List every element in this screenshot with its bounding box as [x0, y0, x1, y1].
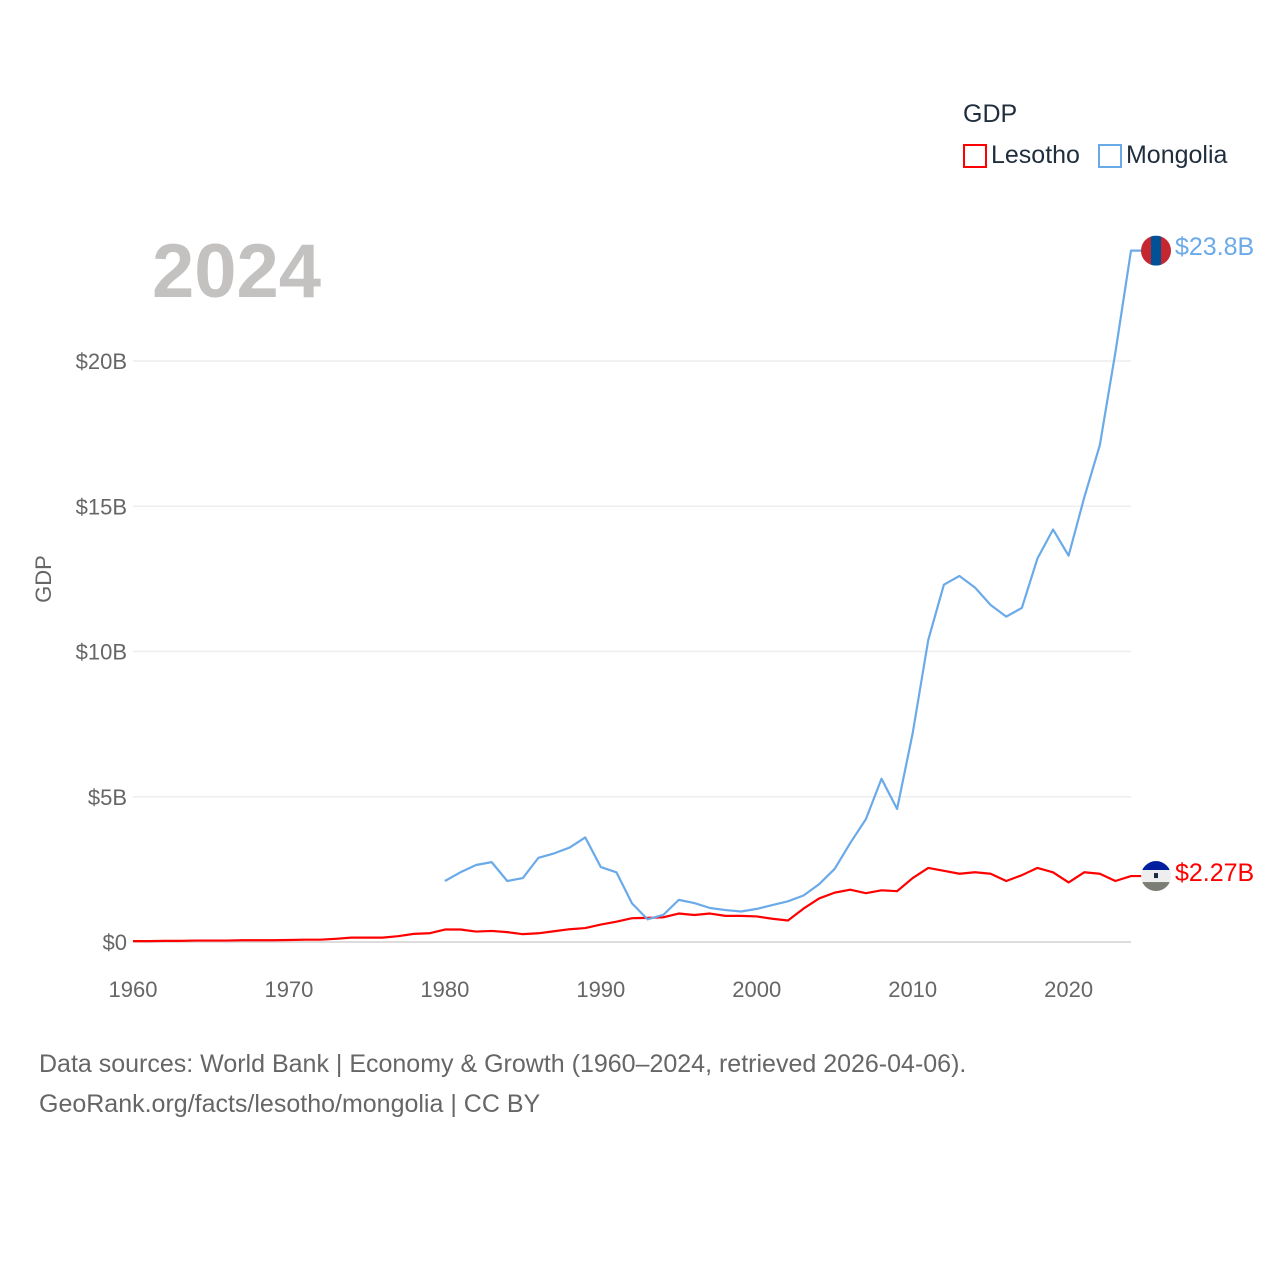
legend-swatch-mongolia	[1097, 143, 1122, 168]
mongolia-flag-icon	[1141, 235, 1171, 266]
legend-label-mongolia: Mongolia	[1125, 141, 1228, 169]
legend-swatch-lesotho	[963, 143, 987, 168]
end-label-mongolia: $23.8B	[1175, 233, 1255, 261]
legend-item-lesotho[interactable]: Lesotho	[963, 141, 1080, 170]
legend-title: GDP	[963, 100, 1018, 128]
series-line-mongolia	[444, 249, 1143, 921]
x-tick-label: 1970	[264, 977, 313, 1002]
source-link[interactable]: GeoRank.org/facts/lesotho/mongolia | CC …	[39, 1090, 541, 1118]
data-sources: Data sources: World Bank | Economy & Gro…	[39, 1050, 967, 1078]
x-tick-label: 1990	[576, 977, 625, 1002]
x-tick-label: 2000	[732, 977, 781, 1002]
y-tick-label: $15B	[76, 494, 127, 519]
legend-label-lesotho: Lesotho	[991, 141, 1080, 169]
y-tick-label: $10B	[76, 640, 127, 665]
year-watermark: 2024	[152, 229, 322, 314]
end-label-lesotho: $2.27B	[1175, 859, 1255, 887]
y-tick-label: $20B	[76, 349, 127, 374]
x-tick-label: 1980	[420, 977, 469, 1002]
legend-item-mongolia[interactable]: Mongolia	[1097, 141, 1228, 170]
x-tick-label: 2010	[888, 977, 937, 1002]
series-line-lesotho	[133, 866, 1143, 943]
x-tick-label: 2020	[1044, 977, 1093, 1002]
footer: Data sources: World Bank | Economy & Gro…	[39, 1044, 966, 1124]
x-tick-label: 1960	[109, 977, 158, 1002]
y-tick-label: $5B	[88, 785, 127, 810]
lesotho-flag-icon	[1141, 861, 1171, 892]
y-tick-label: $0	[103, 930, 127, 955]
legend: GDP Lesotho Mongolia	[963, 100, 1227, 170]
y-axis-label: GDP	[31, 555, 56, 603]
